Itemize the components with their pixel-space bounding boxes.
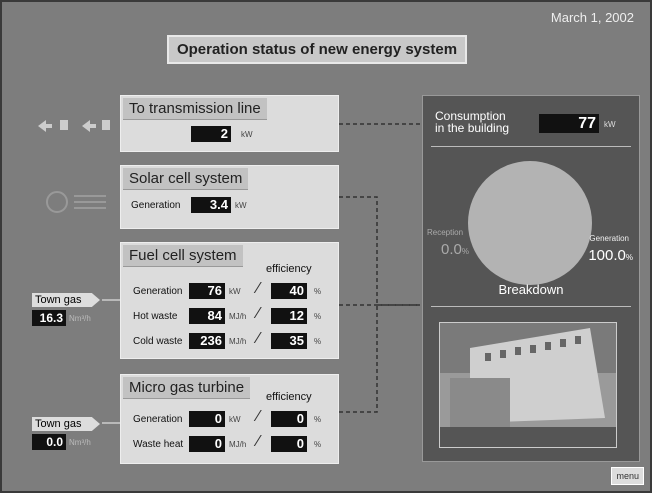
consumption-value: 77	[539, 114, 599, 133]
menu-button[interactable]: menu	[611, 467, 644, 485]
panel-title: Fuel cell system	[123, 245, 243, 267]
value-box: 3.4	[191, 197, 231, 213]
unit: %	[314, 440, 321, 449]
efficiency-box: 0	[271, 436, 307, 452]
value-box: 76	[189, 283, 225, 299]
unit: MJ/h	[229, 337, 246, 346]
row-label: Hot waste	[133, 311, 177, 322]
efficiency-box: 0	[271, 411, 307, 427]
value: 0.0	[441, 241, 462, 258]
slash: ∕	[257, 280, 260, 298]
unit: %	[462, 247, 469, 256]
unit: %	[626, 253, 633, 262]
reception-label: Reception	[427, 228, 463, 237]
row-label: Cold waste	[133, 336, 182, 347]
panel-title: Solar cell system	[123, 168, 248, 190]
panel: Solar cell system Generation 3.4 kW	[120, 165, 339, 229]
panel: Micro gas turbine efficiency Generation 0 kW…	[120, 374, 339, 464]
unit: %	[314, 415, 321, 424]
efficiency-header: efficiency	[266, 391, 312, 403]
value-box: 0	[189, 411, 225, 427]
row-label: Generation	[131, 200, 180, 211]
breakdown-title: Breakdown	[423, 282, 639, 297]
breakdown-pie	[423, 151, 639, 301]
divider	[431, 146, 631, 147]
generation-label: Generation	[589, 234, 629, 243]
value-box: 0	[189, 436, 225, 452]
row-label: Generation	[133, 414, 182, 425]
unit: %	[314, 287, 321, 296]
slash: ∕	[257, 305, 260, 323]
divider	[431, 306, 631, 307]
pie-generation	[468, 161, 592, 285]
label-line: in the building	[435, 122, 509, 134]
town-gas-value: 16.3	[32, 310, 66, 326]
town-gas-label: Town gas	[32, 417, 100, 431]
date: March 1, 2002	[551, 10, 634, 25]
efficiency-box: 35	[271, 333, 307, 349]
unit: kW	[229, 287, 241, 296]
generation-value: 100.0%	[588, 247, 633, 264]
panel: To transmission line 2 kW	[120, 95, 339, 152]
reception-value: 0.0%	[441, 241, 469, 258]
unit: kW	[241, 130, 253, 139]
slash: ∕	[257, 433, 260, 451]
unit: %	[314, 337, 321, 346]
slash: ∕	[257, 408, 260, 426]
unit: MJ/h	[229, 440, 246, 449]
building-photo	[439, 322, 617, 448]
slash: ∕	[257, 330, 260, 348]
panel-title: To transmission line	[123, 98, 267, 120]
consumption-panel: Consumption in the building 77 kW Recept…	[422, 95, 640, 462]
unit: Nm³/h	[69, 314, 91, 323]
town-gas-value: 0.0	[32, 434, 66, 450]
row-label: Waste heat	[133, 439, 183, 450]
efficiency-header: efficiency	[266, 263, 312, 275]
value-box: 84	[189, 308, 225, 324]
unit: Nm³/h	[69, 438, 91, 447]
panel-title: Micro gas turbine	[123, 377, 250, 399]
unit: MJ/h	[229, 312, 246, 321]
value: 100.0	[588, 247, 626, 264]
efficiency-box: 12	[271, 308, 307, 324]
efficiency-box: 40	[271, 283, 307, 299]
value-box: 236	[189, 333, 225, 349]
unit: kW	[229, 415, 241, 424]
unit: %	[314, 312, 321, 321]
unit: kW	[235, 201, 247, 210]
consumption-label: Consumption in the building	[435, 110, 509, 134]
panel: Fuel cell system efficiency Generation 76 kW…	[120, 242, 339, 359]
screen: March 1, 2002 Operation status of new en…	[0, 0, 652, 493]
town-gas-label: Town gas	[32, 293, 100, 307]
unit: kW	[604, 120, 616, 129]
row-label: Generation	[133, 286, 182, 297]
page-title: Operation status of new energy system	[167, 35, 467, 64]
value-box: 2	[191, 126, 231, 142]
